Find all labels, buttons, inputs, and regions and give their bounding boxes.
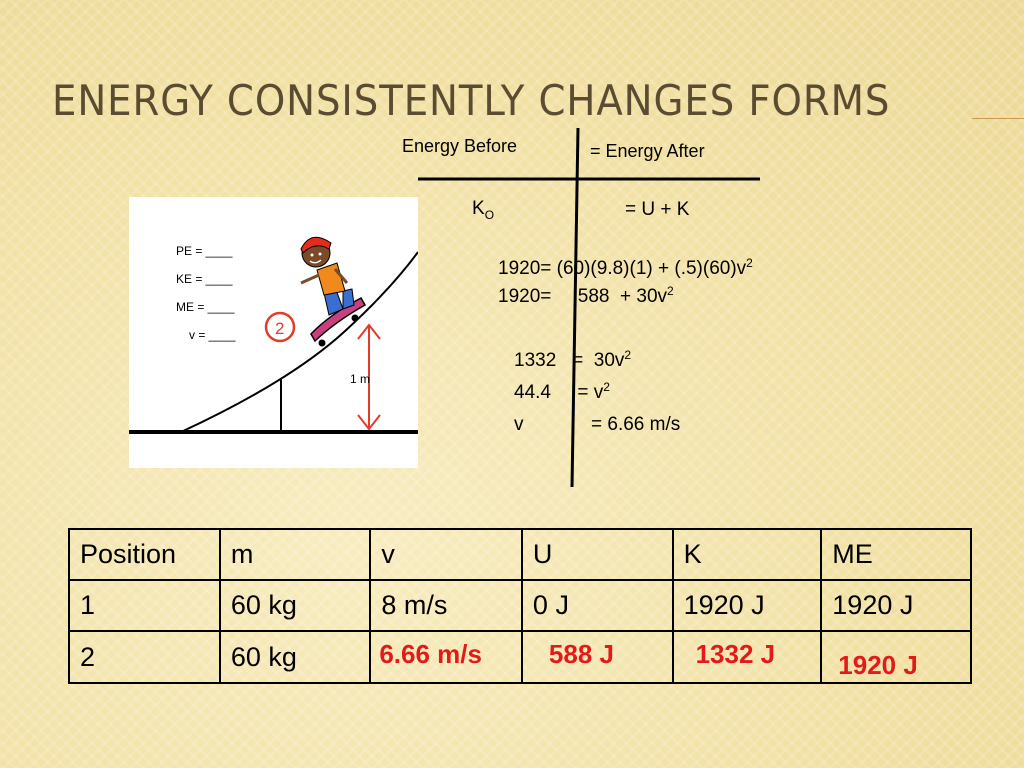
header-position: Position	[68, 528, 221, 581]
energy-before-label: Energy Before	[402, 136, 518, 156]
work-line-3: 1332 = 30v2	[514, 348, 632, 372]
v-label: v = ____	[189, 328, 236, 342]
skateboard-icon	[310, 296, 367, 347]
header-velocity: v	[369, 528, 523, 581]
ramp-diagram: PE = ____ KE = ____ ME = ____ v = ____ 2…	[129, 197, 419, 468]
pe-label: PE = ____	[176, 244, 233, 258]
energy-after-label: = Energy After	[590, 141, 705, 161]
ko-subscript: O	[484, 208, 495, 222]
ke-label: KE = ____	[176, 272, 233, 286]
ramp-illustration: PE = ____ KE = ____ ME = ____ v = ____ 2…	[129, 236, 419, 434]
answer-kinetic-energy: 1332 J	[695, 638, 776, 669]
height-label: 1 m	[350, 372, 370, 386]
table-cell-answer: 588 J	[520, 630, 674, 684]
ramp-curve	[180, 251, 419, 433]
table-cell: 2	[68, 630, 221, 684]
slide-title: Energy Consistently Changes Forms	[52, 76, 891, 125]
table-row: 1 60 kg 8 m/s 0 J 1920 J 1920 J	[68, 579, 972, 632]
skater-icon	[300, 236, 355, 316]
table-cell: 60 kg	[218, 630, 372, 684]
table-cell: 1920 J	[671, 579, 823, 632]
position-circle	[264, 311, 296, 343]
work-line-2: 1920= 588 + 30v2	[498, 284, 674, 308]
answer-velocity: 6.66 m/s	[379, 638, 482, 669]
answer-mechanical-energy: 1920 J	[838, 649, 918, 680]
table-cell: 1	[68, 579, 221, 632]
header-mass: m	[218, 528, 372, 581]
t-chart-vertical-line	[570, 127, 580, 488]
height-arrow-top	[357, 323, 381, 340]
work-line-3-exponent: 2	[624, 348, 632, 362]
table-header-row: Position m v U K ME	[68, 528, 972, 581]
work-line-5-result: = 6.66 m/s	[591, 414, 681, 435]
title-accent-line	[972, 118, 1024, 119]
initial-kinetic-energy: KO	[472, 198, 495, 222]
ko-main: K	[472, 198, 485, 219]
table-cell: 1920 J	[820, 579, 972, 632]
work-line-4-text: 44.4 = v	[514, 382, 604, 403]
work-line-2-exponent: 2	[667, 284, 674, 298]
me-label: ME = ____	[176, 300, 235, 314]
work-line-1: 1920= (60)(9.8)(1) + (.5)(60)v2	[498, 256, 753, 280]
work-line-1-exponent: 2	[746, 256, 753, 270]
energy-equation: = U + K	[625, 199, 690, 220]
answer-potential-energy: 588 J	[548, 638, 614, 669]
table-row: 2 60 kg 6.66 m/s 588 J 1332 J 1920 J	[68, 630, 972, 684]
header-kinetic-energy: K	[671, 528, 823, 581]
header-mechanical-energy: ME	[820, 528, 972, 581]
work-line-4-exponent: 2	[603, 380, 610, 394]
table-cell: 60 kg	[218, 579, 372, 632]
table-cell-answer: 1920 J	[820, 630, 972, 684]
work-line-4: 44.4 = v2	[514, 380, 610, 404]
table-cell-answer: 1332 J	[671, 630, 823, 684]
work-line-5-variable: v	[514, 414, 524, 435]
height-arrow-bottom	[357, 414, 381, 431]
table-cell: 0 J	[520, 579, 674, 632]
table-cell-answer: 6.66 m/s	[369, 630, 523, 684]
work-line-3-text: 1332 = 30v	[514, 350, 625, 371]
header-potential-energy: U	[520, 528, 674, 581]
table-cell: 8 m/s	[369, 579, 523, 632]
energy-table: Position m v U K ME 1 60 kg 8 m/s 0 J 19…	[68, 528, 972, 684]
position-number: 2	[275, 319, 284, 338]
work-line-2-text: 1920= 588 + 30v	[498, 286, 668, 307]
work-line-1-text: 1920= (60)(9.8)(1) + (.5)(60)v	[498, 258, 747, 279]
